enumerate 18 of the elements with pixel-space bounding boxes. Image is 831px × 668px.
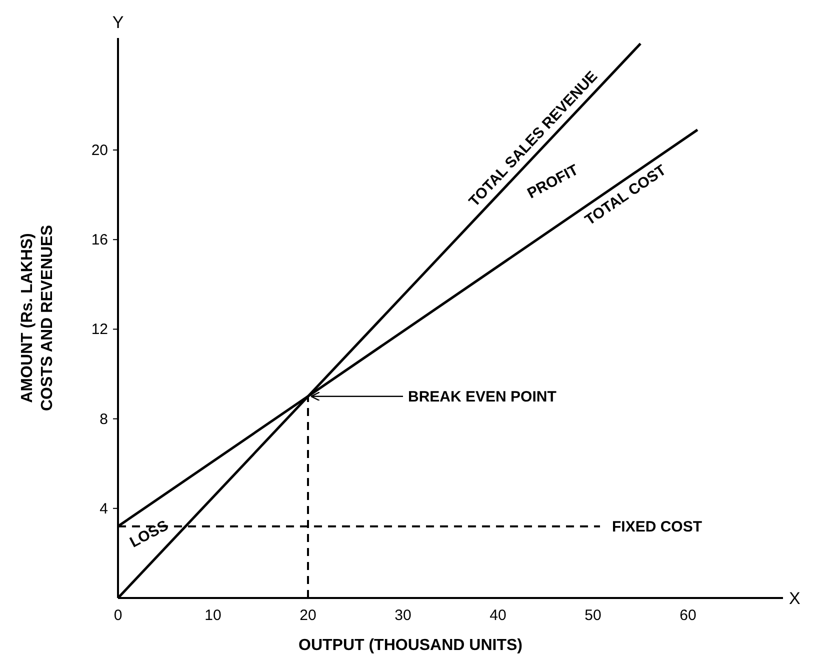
x-tick-label: 20 (300, 607, 316, 624)
x-tick-label: 40 (490, 607, 506, 624)
text: X (789, 589, 800, 608)
x-tick-label: 10 (204, 607, 222, 624)
annotation: BREAK EVEN POINT (408, 388, 556, 406)
text: Y (112, 13, 124, 32)
y-tick-label: 20 (91, 142, 108, 159)
x-tick-label: 60 (680, 607, 696, 624)
y-tick-label: 8 (100, 410, 108, 428)
y-tick-label: 12 (91, 321, 108, 338)
y-tick-label: 4 (100, 500, 108, 518)
x-axis-title: OUTPUT (THOUSAND UNITS) (298, 637, 522, 654)
ref-line-label: FIXED COST (612, 518, 702, 536)
x-tick-label: 30 (394, 607, 412, 624)
x-tick-label: 0 (114, 607, 122, 624)
x-tick-label: 50 (584, 607, 602, 624)
y-tick-label: 16 (91, 232, 108, 249)
y-axis-title: AMOUNT (Rs. LAKHS) COSTS AND REVENUES (19, 224, 56, 412)
